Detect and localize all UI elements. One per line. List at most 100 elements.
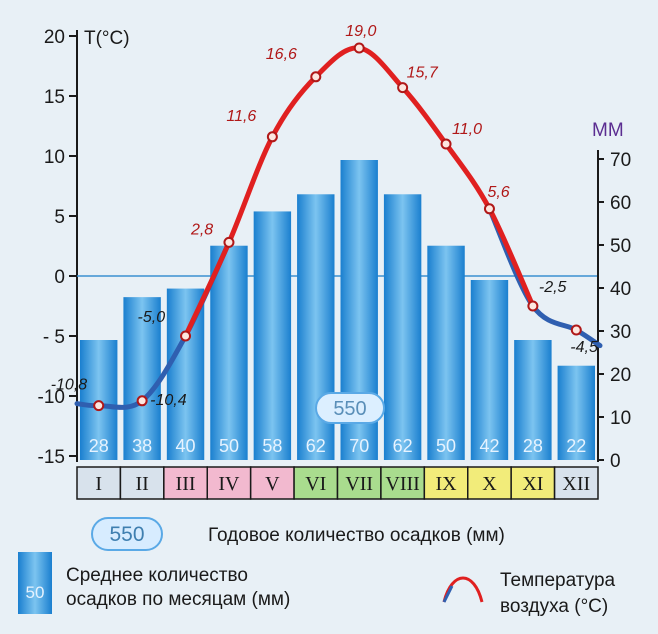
right-tick-label: 50	[610, 236, 631, 257]
precipitation-value-label: 62	[393, 436, 413, 456]
right-tick-label: 40	[610, 279, 631, 300]
precipitation-bar	[166, 288, 205, 460]
legend-temp-text-line1: Температура	[500, 570, 616, 591]
temperature-point	[93, 400, 105, 412]
month-cell	[467, 466, 512, 500]
month-cell	[553, 466, 599, 500]
precipitation-bar	[80, 340, 118, 460]
left-tick-label: -10	[38, 387, 65, 408]
left-axis-title: T(°C)	[84, 28, 130, 49]
temperature-point	[180, 330, 192, 342]
temperature-label: -10,4	[150, 392, 187, 409]
precipitation-bar	[557, 365, 595, 460]
month-label: I	[95, 473, 102, 495]
right-tick-label: 0	[610, 451, 621, 472]
month-cell	[510, 466, 556, 500]
precipitation-bar	[514, 340, 552, 460]
temperature-label: -2,5	[539, 279, 567, 296]
month-cell	[119, 466, 165, 500]
month-cell	[249, 466, 295, 500]
temperature-point	[266, 131, 278, 143]
temperature-point	[136, 395, 148, 407]
precipitation-value-label: 70	[349, 436, 369, 456]
precipitation-value-label: 28	[89, 436, 109, 456]
legend-bar-sample-text: 50	[26, 583, 45, 602]
legend-temp-text-line2: воздуха (°C)	[500, 596, 608, 617]
left-tick-label: 0	[54, 267, 65, 288]
left-tick-label: - 5	[43, 327, 65, 348]
temperature-point	[310, 71, 322, 83]
annual-total-value: 550	[333, 398, 366, 420]
month-cell	[163, 466, 208, 500]
right-axis-title: ММ	[592, 120, 624, 141]
precipitation-bar	[470, 280, 509, 460]
temperature-label: 11,0	[452, 121, 482, 138]
month-label: III	[176, 473, 196, 495]
precipitation-value-label: 38	[132, 436, 152, 456]
precipitation-value-label: 50	[219, 436, 239, 456]
precipitation-bar	[210, 245, 248, 460]
right-tick-label: 30	[610, 322, 631, 343]
month-label: VII	[345, 473, 373, 495]
precipitation-value-label: 62	[306, 436, 326, 456]
month-label: XI	[522, 473, 543, 495]
month-cell	[76, 466, 122, 500]
month-cell	[336, 466, 382, 500]
temperature-label: 5,6	[487, 184, 509, 201]
month-label: IX	[435, 473, 457, 495]
left-tick-label: -15	[38, 447, 65, 468]
temperature-point	[397, 82, 409, 94]
temperature-label: 16,6	[266, 46, 297, 63]
precipitation-bar	[123, 297, 161, 460]
annual-total-badge	[315, 392, 385, 424]
precipitation-value-label: 28	[523, 436, 543, 456]
month-label: II	[135, 473, 148, 495]
precipitation-value-label: 42	[479, 436, 499, 456]
temperature-label: -10,8	[51, 377, 88, 394]
precipitation-value-label: 50	[436, 436, 456, 456]
temperature-label: 2,8	[190, 221, 213, 238]
precipitation-bar	[427, 245, 465, 460]
month-cell	[206, 466, 252, 500]
temperature-point	[440, 138, 452, 150]
right-tick-label: 20	[610, 365, 631, 386]
month-label: VIII	[385, 473, 419, 495]
right-tick-label: 60	[610, 193, 631, 214]
temperature-label: -4,5	[570, 339, 598, 356]
precipitation-bar	[253, 211, 292, 460]
left-tick-label: 15	[44, 87, 65, 108]
month-label: X	[482, 473, 497, 495]
month-label: XII	[562, 473, 590, 495]
legend-bar-text-line2: осадков по месяцам (мм)	[66, 589, 290, 610]
temperature-point	[353, 42, 365, 54]
legend-total-badge-text: 550	[109, 523, 144, 546]
legend-temp-arc-cold-icon	[442, 585, 454, 603]
temperature-point	[483, 203, 495, 215]
temperature-label: 15,7	[407, 65, 439, 82]
precipitation-value-label: 22	[566, 436, 586, 456]
temperature-label: 11,6	[226, 108, 256, 125]
legend-total-badge	[91, 517, 163, 551]
temperature-point	[570, 324, 582, 336]
precipitation-value-label: 40	[176, 436, 196, 456]
month-label: IV	[218, 473, 240, 495]
temperature-point	[223, 236, 235, 248]
legend-bar-sample	[18, 552, 52, 614]
month-cell	[380, 466, 426, 500]
legend-total-text: Годовое количество осадков (мм)	[208, 525, 505, 546]
precipitation-bar	[383, 194, 422, 461]
month-label: VI	[305, 473, 326, 495]
right-tick-label: 70	[610, 150, 631, 171]
temperature-label: 19,0	[345, 23, 376, 40]
temperature-point	[527, 300, 539, 312]
month-cell	[293, 466, 339, 500]
left-tick-label: 20	[44, 27, 65, 48]
right-tick-label: 10	[610, 408, 631, 429]
month-label: V	[265, 473, 280, 495]
temperature-label: -5,0	[138, 309, 166, 326]
left-tick-label: 10	[44, 147, 65, 168]
legend-bar-text-line1: Среднее количество	[66, 565, 248, 586]
left-tick-label: 5	[54, 207, 65, 228]
